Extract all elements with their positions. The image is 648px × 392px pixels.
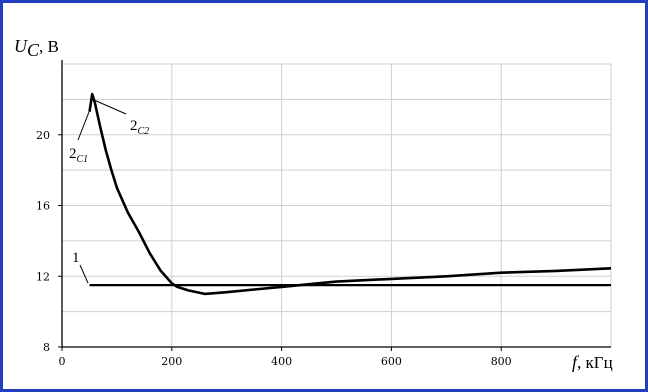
- grid: [62, 63, 612, 347]
- axes: [58, 60, 611, 351]
- y-axis-label: UC, В: [14, 36, 59, 60]
- x-tick-label-0: 0: [59, 355, 66, 368]
- y-tick-label-2: 16: [36, 200, 50, 213]
- series-line-2: [88, 92, 612, 296]
- annotation-leader-2c2: [93, 99, 127, 115]
- annotation-leader-1: [79, 264, 89, 284]
- series: [88, 92, 612, 296]
- x-tick-label-4: 800: [491, 355, 512, 368]
- annotation-leader-2c1: [77, 111, 90, 141]
- y-tick-label-3: 20: [36, 129, 50, 142]
- x-tick-label-3: 600: [381, 355, 402, 368]
- y-tick-label-1: 12: [36, 270, 50, 283]
- annotation-label-1: 1: [72, 250, 80, 266]
- y-tick-label-0: 8: [43, 341, 50, 354]
- tick-labels: 0 200 400 600 800 8 12 16 20: [36, 129, 512, 368]
- x-tick-label-1: 200: [161, 355, 182, 368]
- annotation-label-2c2: 2C2: [130, 118, 149, 137]
- x-tick-label-2: 400: [271, 355, 292, 368]
- annotation-label-2c1: 2C1: [69, 146, 88, 165]
- x-axis-label: f, кГц: [572, 352, 613, 372]
